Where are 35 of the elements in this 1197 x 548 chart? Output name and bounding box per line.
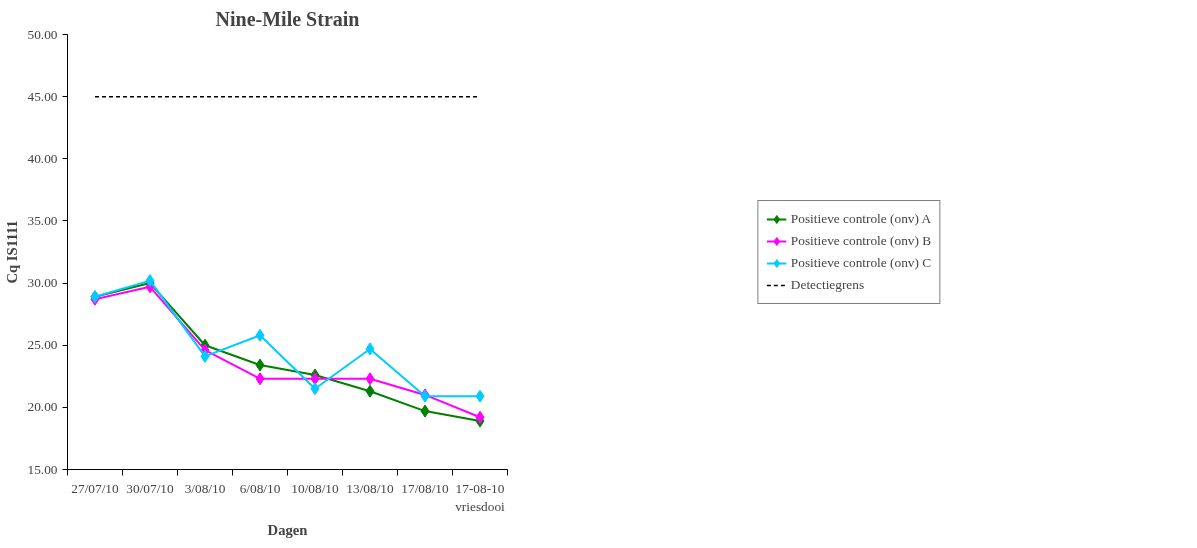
point: [365, 372, 375, 386]
x-tick-label: 6/08/10: [239, 480, 281, 496]
y-tick-label: 50.00: [27, 26, 58, 42]
point: [475, 389, 485, 403]
legend-label: Detectiegrens: [790, 276, 865, 293]
y-tick-label: 25.00: [27, 337, 58, 353]
point: [255, 328, 265, 342]
x-tick-label: 3/08/10: [184, 480, 226, 496]
x-axis-title: Dagen: [267, 521, 308, 538]
x-tick-label: 27/07/10: [71, 480, 120, 496]
legend-label: Positieve controle (onv) B: [790, 232, 932, 249]
point: [365, 342, 375, 356]
chart-title: Nine-Mile Strain: [215, 7, 360, 30]
y-tick-label: 20.00: [27, 399, 58, 415]
x-tick-label: 17-08-10 vriesdooi: [455, 480, 506, 514]
x-tick-label: 10/08/10: [291, 480, 340, 496]
point: [365, 384, 375, 398]
point: [310, 372, 320, 386]
legend-label: Positieve controle (onv) C: [790, 254, 932, 271]
x-tick-label: 17/08/10: [401, 480, 450, 496]
y-tick-label: 45.00: [27, 88, 58, 104]
y-axis-title: Cq IS1111: [3, 220, 20, 284]
x-tick-label: 30/07/10: [126, 480, 175, 496]
y-tick-label: 35.00: [27, 212, 58, 228]
legend-label: Positieve controle (onv) A: [790, 210, 932, 227]
point: [310, 382, 320, 396]
point: [200, 349, 210, 363]
point: [255, 372, 265, 386]
y-tick-label: 30.00: [27, 275, 58, 291]
x-tick-label: 13/08/10: [346, 480, 395, 496]
point: [475, 410, 485, 424]
point: [420, 404, 430, 418]
y-tick-label: 15.00: [27, 461, 58, 477]
y-tick-label: 40.00: [27, 150, 58, 166]
point: [255, 358, 265, 372]
